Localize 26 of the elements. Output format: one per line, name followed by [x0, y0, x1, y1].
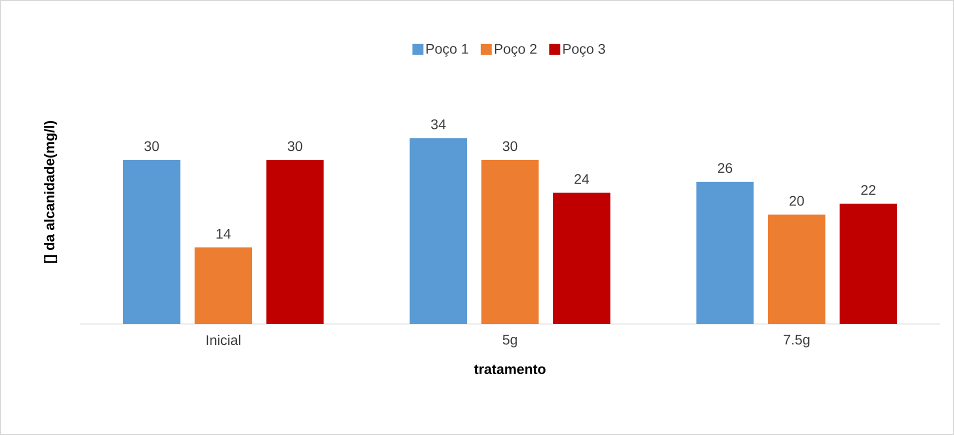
- bar: [194, 247, 252, 324]
- x-axis-title: tratamento: [474, 364, 546, 374]
- data-label: 30: [144, 141, 159, 152]
- legend-label: Poço 1: [426, 44, 468, 57]
- x-tick-label: 7.5g: [784, 334, 810, 348]
- data-label: 20: [790, 196, 804, 206]
- bar: [481, 160, 539, 324]
- data-label: 22: [861, 185, 876, 195]
- legend-label: Poço 2: [494, 44, 537, 57]
- bar: [553, 192, 610, 324]
- bar: [840, 204, 898, 324]
- x-tick-label: 5g: [502, 334, 517, 348]
- data-label: 30: [502, 141, 518, 152]
- bar: [266, 160, 324, 324]
- bar: [696, 182, 754, 324]
- data-label: 34: [431, 119, 446, 130]
- data-label: 30: [288, 141, 302, 152]
- bar: [410, 138, 468, 324]
- bar: [123, 160, 180, 324]
- data-label: 26: [718, 163, 732, 173]
- bar: [768, 214, 826, 324]
- data-label: 24: [574, 174, 590, 184]
- data-label: 14: [216, 228, 231, 239]
- y-axis-title: [] da alcanidade(mg/l): [44, 120, 58, 263]
- legend-label: Poço 3: [563, 44, 605, 57]
- x-tick-label: Inicial: [206, 334, 240, 346]
